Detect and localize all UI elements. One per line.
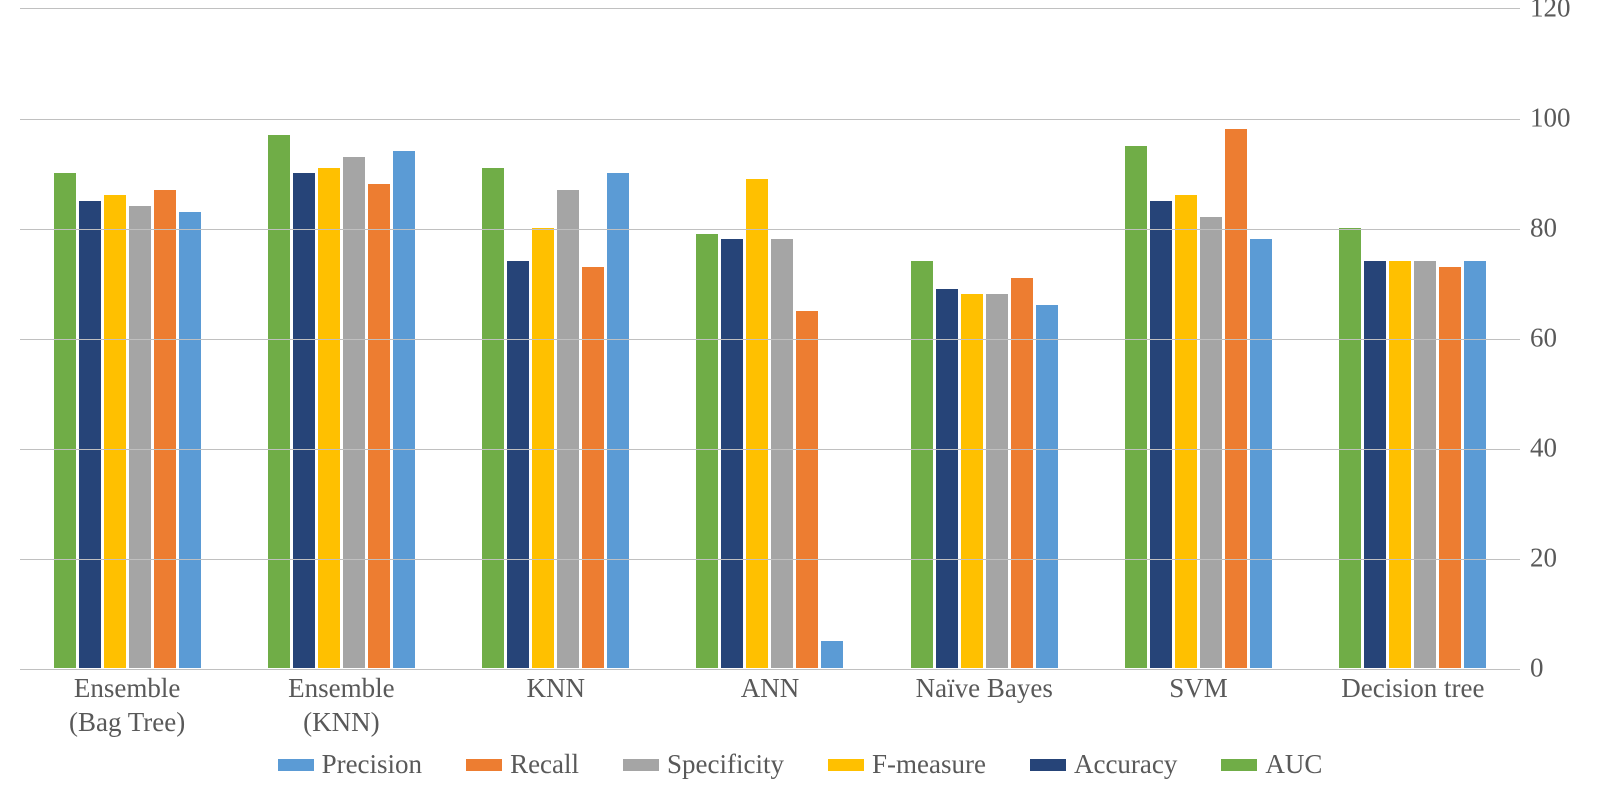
bar bbox=[54, 173, 76, 668]
bar bbox=[1225, 129, 1247, 668]
y-tick-label: 40 bbox=[1530, 433, 1557, 464]
legend-item: F-measure bbox=[828, 749, 986, 780]
bar bbox=[1250, 239, 1272, 668]
bar bbox=[482, 168, 504, 669]
gridline bbox=[20, 229, 1520, 230]
legend-label: F-measure bbox=[872, 749, 986, 780]
bar bbox=[1339, 228, 1361, 668]
legend-swatch bbox=[623, 759, 659, 771]
bar bbox=[1150, 201, 1172, 669]
bar bbox=[293, 173, 315, 668]
legend-label: AUC bbox=[1265, 749, 1322, 780]
bar bbox=[343, 157, 365, 669]
bar bbox=[129, 206, 151, 668]
bar bbox=[721, 239, 743, 668]
x-tick-label: Ensemble (KNN) bbox=[234, 672, 448, 752]
y-tick-label: 120 bbox=[1530, 0, 1571, 24]
chart-container: 0 20 40 60 80 100 120 Ensemble (Bag Tree)Ensem… bbox=[0, 0, 1600, 788]
bar bbox=[104, 195, 126, 668]
y-tick-label: 20 bbox=[1530, 543, 1557, 574]
bar bbox=[1200, 217, 1222, 668]
bar bbox=[1036, 305, 1058, 668]
x-tick-label: ANN bbox=[663, 672, 877, 752]
bar bbox=[1464, 261, 1486, 668]
gridline bbox=[20, 449, 1520, 450]
x-tick-label: Naïve Bayes bbox=[877, 672, 1091, 752]
bar bbox=[1414, 261, 1436, 668]
bar bbox=[368, 184, 390, 668]
bar bbox=[1011, 278, 1033, 669]
x-tick-label: SVM bbox=[1091, 672, 1305, 752]
plot-area bbox=[20, 8, 1520, 668]
legend-label: Recall bbox=[510, 749, 579, 780]
bar bbox=[268, 135, 290, 669]
legend-swatch bbox=[278, 759, 314, 771]
y-tick-label: 100 bbox=[1530, 103, 1571, 134]
bar bbox=[318, 168, 340, 669]
x-tick-label: KNN bbox=[449, 672, 663, 752]
y-tick-label: 60 bbox=[1530, 323, 1557, 354]
bar bbox=[746, 179, 768, 669]
bar bbox=[1364, 261, 1386, 668]
bar bbox=[771, 239, 793, 668]
legend-item: Precision bbox=[278, 749, 423, 780]
x-tick-label: Decision tree bbox=[1306, 672, 1520, 752]
y-tick-label: 0 bbox=[1530, 653, 1544, 684]
legend-label: Precision bbox=[322, 749, 423, 780]
bar bbox=[796, 311, 818, 669]
legend-swatch bbox=[828, 759, 864, 771]
legend-item: Specificity bbox=[623, 749, 784, 780]
legend-item: AUC bbox=[1221, 749, 1322, 780]
bar bbox=[532, 228, 554, 668]
bar bbox=[821, 641, 843, 669]
legend-item: Accuracy bbox=[1030, 749, 1177, 780]
bar bbox=[1175, 195, 1197, 668]
bar bbox=[696, 234, 718, 669]
gridline bbox=[20, 119, 1520, 120]
x-tick-label: Ensemble (Bag Tree) bbox=[20, 672, 234, 752]
legend-swatch bbox=[466, 759, 502, 771]
bar bbox=[507, 261, 529, 668]
y-tick-label: 80 bbox=[1530, 213, 1557, 244]
bar bbox=[1389, 261, 1411, 668]
bar bbox=[936, 289, 958, 669]
legend-swatch bbox=[1030, 759, 1066, 771]
bar bbox=[1439, 267, 1461, 669]
legend-swatch bbox=[1221, 759, 1257, 771]
legend: Precision Recall Specificity F-measure Accur… bbox=[0, 749, 1600, 780]
gridline bbox=[20, 339, 1520, 340]
bar bbox=[1125, 146, 1147, 669]
gridline bbox=[20, 669, 1520, 670]
bar bbox=[582, 267, 604, 669]
legend-label: Accuracy bbox=[1074, 749, 1177, 780]
bar bbox=[179, 212, 201, 669]
bar bbox=[607, 173, 629, 668]
bar bbox=[986, 294, 1008, 668]
bar bbox=[911, 261, 933, 668]
legend-label: Specificity bbox=[667, 749, 784, 780]
x-axis-labels: Ensemble (Bag Tree)Ensemble (KNN)KNNANNN… bbox=[20, 672, 1520, 752]
bar bbox=[961, 294, 983, 668]
legend-item: Recall bbox=[466, 749, 579, 780]
bar bbox=[79, 201, 101, 669]
bar bbox=[557, 190, 579, 669]
bar bbox=[154, 190, 176, 669]
gridline bbox=[20, 559, 1520, 560]
